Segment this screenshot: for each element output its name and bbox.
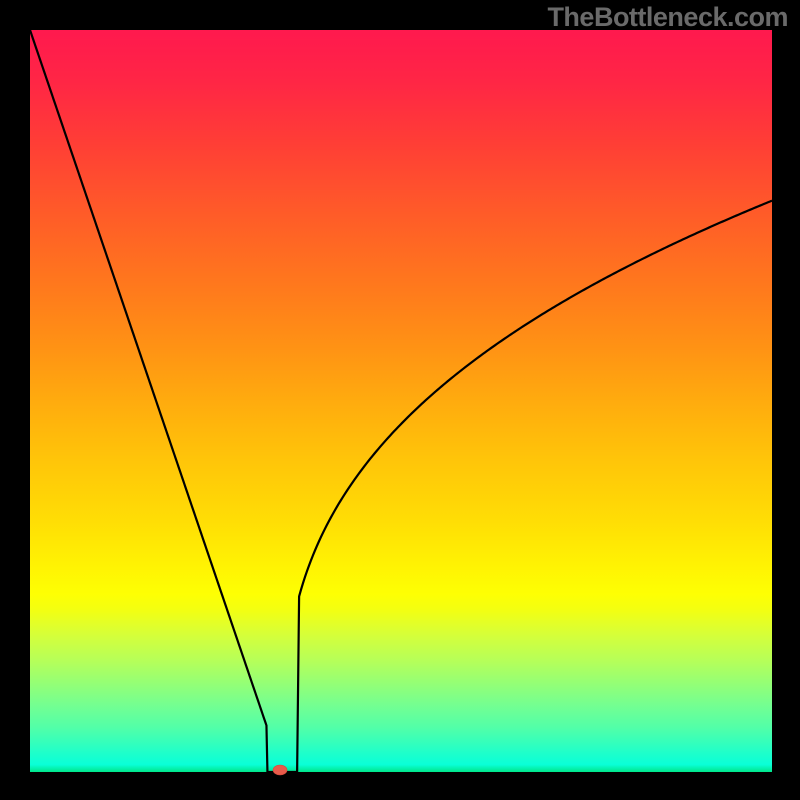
watermark-label: TheBottleneck.com [547,2,788,33]
chart-plot-area [30,30,772,772]
minimum-marker [273,765,287,775]
